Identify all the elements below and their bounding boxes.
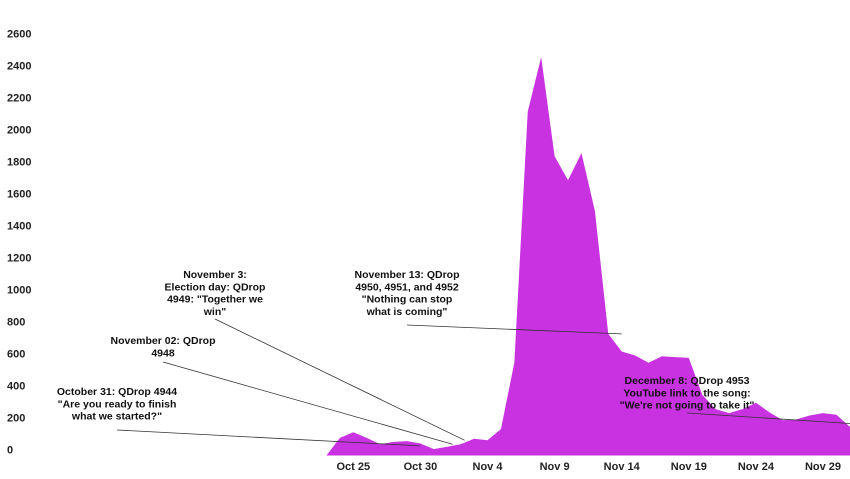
annotation-leader-line bbox=[686, 412, 850, 424]
annotation-text-line: November 13: QDrop bbox=[354, 269, 459, 281]
annotation-text-line: "Are you ready to finish bbox=[58, 398, 177, 410]
annotations: October 31: QDrop 4944"Are you ready to … bbox=[57, 269, 850, 447]
annotation-leader-line bbox=[406, 324, 622, 335]
x-tick-label: Nov 24 bbox=[738, 461, 775, 473]
annotation-text-line: December 8: QDrop 4953 bbox=[625, 375, 750, 387]
x-tick-label: Nov 14 bbox=[604, 461, 641, 473]
annotation: October 31: QDrop 4944"Are you ready to … bbox=[57, 386, 421, 447]
x-tick-label: Oct 25 bbox=[336, 461, 370, 473]
y-axis: 0 200 400 600 800 1000 1200 1400 1600 1800 2000 220… bbox=[7, 29, 31, 457]
y-tick-label: 0 bbox=[7, 445, 13, 457]
annotation-text-line: YouTube link to the song: bbox=[623, 387, 750, 399]
annotation-text-line: 4950, 4951, and 4952 bbox=[355, 281, 458, 293]
y-tick-label: 1400 bbox=[7, 221, 31, 233]
y-tick-label: 1800 bbox=[7, 157, 31, 169]
annotation-text-line: Election day: QDrop bbox=[165, 281, 266, 293]
annotation-text-line: November 02: QDrop bbox=[110, 335, 215, 347]
y-tick-label: 1000 bbox=[7, 285, 31, 297]
annotation-text-line: October 31: QDrop 4944 bbox=[57, 386, 177, 398]
y-tick-label: 400 bbox=[7, 381, 25, 393]
annotation-text-line: "We're not going to take it" bbox=[620, 400, 755, 412]
x-tick-label: Oct 30 bbox=[404, 461, 438, 473]
y-tick-label: 2600 bbox=[7, 29, 31, 41]
annotation-text-line: win" bbox=[203, 306, 226, 318]
plot-area bbox=[326, 57, 850, 456]
x-tick-label: Nov 19 bbox=[671, 461, 707, 473]
x-tick-label: Nov 9 bbox=[540, 461, 570, 473]
y-tick-label: 2400 bbox=[7, 61, 31, 73]
annotation-leader-line bbox=[162, 361, 453, 445]
annotation-leader-line bbox=[214, 318, 465, 441]
annotation-text-line: November 3: bbox=[183, 269, 247, 281]
x-tick-label: Nov 4 bbox=[473, 461, 504, 473]
y-tick-label: 800 bbox=[7, 317, 25, 329]
x-axis: Oct 25 Oct 30 Nov 4 Nov 9 Nov 14 Nov 19 Nov 24… bbox=[336, 461, 841, 473]
y-tick-label: 2200 bbox=[7, 93, 31, 105]
annotation-text-line: "Nothing can stop bbox=[362, 294, 453, 306]
y-tick-label: 1600 bbox=[7, 189, 31, 201]
y-tick-label: 2000 bbox=[7, 125, 31, 137]
y-tick-label: 600 bbox=[7, 349, 25, 361]
annotation-text-line: 4948 bbox=[151, 347, 175, 359]
annotation-leader-line bbox=[116, 429, 421, 447]
annotation-text-line: what is coming" bbox=[366, 306, 448, 318]
x-tick-label: Nov 29 bbox=[805, 461, 841, 473]
y-tick-label: 1200 bbox=[7, 253, 31, 265]
annotation-text-line: what we started?" bbox=[71, 411, 162, 423]
series-area bbox=[326, 57, 850, 456]
y-tick-label: 200 bbox=[7, 413, 25, 425]
annotation-text-line: 4949: "Together we bbox=[167, 294, 263, 306]
